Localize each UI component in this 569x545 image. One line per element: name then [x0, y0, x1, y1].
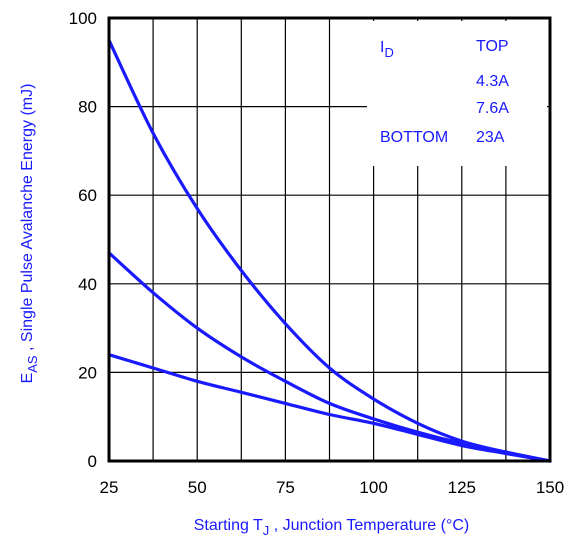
legend-top-label: TOP — [476, 38, 509, 55]
x-tick-label: 25 — [100, 478, 119, 497]
tick-labels: 25 50 75 100 125 150 0 20 40 60 80 100 — [69, 9, 565, 497]
x-tick-label: 75 — [276, 478, 295, 497]
series-line-2 — [107, 251, 552, 463]
y-tick-label: 20 — [78, 363, 97, 382]
x-tick-label: 125 — [448, 478, 476, 497]
series-layer — [107, 38, 552, 463]
y-tick-label: 80 — [78, 98, 97, 117]
legend-param-label: ID — [380, 39, 394, 60]
legend-entry-7-6a: 7.6A — [476, 100, 509, 117]
x-tick-label: 150 — [536, 478, 564, 497]
y-axis-title: EAS , Single Pulse Avalanche Energy (mJ) — [19, 84, 40, 384]
y-tick-label: 40 — [78, 275, 97, 294]
x-tick-label: 50 — [188, 478, 207, 497]
x-tick-label: 100 — [359, 478, 387, 497]
y-tick-label: 60 — [78, 186, 97, 205]
series-line-3 — [107, 353, 552, 463]
legend-background — [367, 21, 547, 166]
plot-frame — [107, 16, 552, 463]
y-tick-label: 0 — [88, 452, 97, 471]
legend-bottom-label: BOTTOM — [380, 129, 448, 146]
legend-entry-4-3a: 4.3A — [476, 73, 509, 90]
legend-entry-23a: 23A — [476, 129, 505, 146]
y-tick-label: 100 — [69, 9, 97, 28]
x-axis-title: Starting TJ , Junction Temperature (°C) — [194, 517, 470, 538]
